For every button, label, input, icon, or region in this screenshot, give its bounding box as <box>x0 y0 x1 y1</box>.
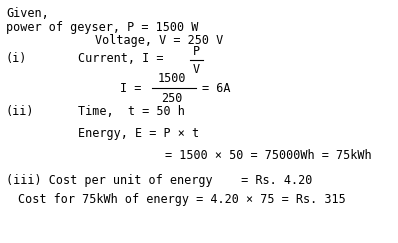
Text: = 1500 × 50 = 75000Wh = 75kWh: = 1500 × 50 = 75000Wh = 75kWh <box>165 148 372 162</box>
Text: Cost for 75kWh of energy = 4.20 × 75 = Rs. 315: Cost for 75kWh of energy = 4.20 × 75 = R… <box>18 192 346 206</box>
Text: (ii): (ii) <box>6 104 35 118</box>
Text: power of geyser, P = 1500 W: power of geyser, P = 1500 W <box>6 20 198 34</box>
Text: Given,: Given, <box>6 7 49 19</box>
Text: P: P <box>193 44 199 58</box>
Text: V: V <box>193 62 199 76</box>
Text: I =: I = <box>120 81 148 95</box>
Text: = 6A: = 6A <box>202 81 230 95</box>
Text: 250: 250 <box>161 92 183 104</box>
Text: Current, I =: Current, I = <box>78 52 164 64</box>
Text: (iii) Cost per unit of energy    = Rs. 4.20: (iii) Cost per unit of energy = Rs. 4.20 <box>6 174 312 186</box>
Text: Time,  t = 50 h: Time, t = 50 h <box>78 104 185 118</box>
Text: Energy, E = P × t: Energy, E = P × t <box>78 127 199 139</box>
Text: 1500: 1500 <box>158 71 186 85</box>
Text: Voltage, V = 250 V: Voltage, V = 250 V <box>95 34 223 46</box>
Text: (i): (i) <box>6 52 27 64</box>
